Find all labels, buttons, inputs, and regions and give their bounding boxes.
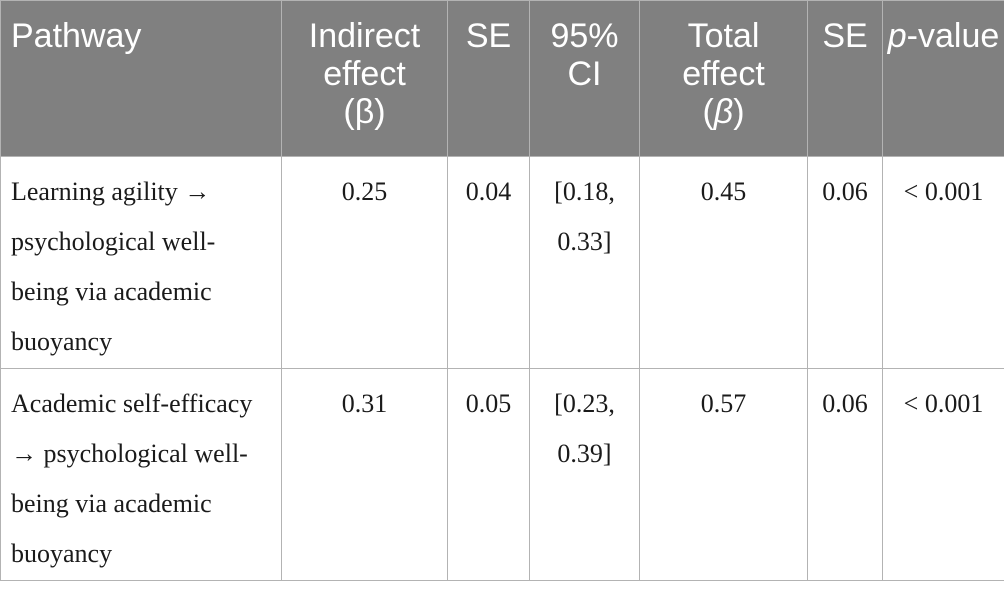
header-p-value-label: -value xyxy=(906,17,1000,55)
cell-pathway: Learning agility → psychological well-be… xyxy=(0,156,282,369)
header-se-1-label: SE xyxy=(465,17,512,55)
header-total-effect-close: ) xyxy=(733,93,745,131)
cell-total-effect: 0.45 xyxy=(639,156,808,369)
header-ci: 95% CI xyxy=(529,0,640,157)
header-total-effect-symbol: β xyxy=(713,93,734,131)
header-total-effect-open: ( xyxy=(702,93,714,131)
header-p-symbol: p xyxy=(887,17,907,55)
cell-p-value: < 0.001 xyxy=(882,156,1004,369)
header-se-2: SE xyxy=(807,0,883,157)
header-row: Pathway Indirect effect (β) SE 95% CI To… xyxy=(0,0,1004,157)
header-total-effect: Total effect (β) xyxy=(639,0,808,157)
header-pathway-label: Pathway xyxy=(11,17,142,55)
header-indirect-effect-symbol: (β) xyxy=(343,93,386,131)
cell-ci: [0.23, 0.39] xyxy=(529,368,640,581)
header-indirect-effect: Indirect effect (β) xyxy=(281,0,448,157)
cell-p-value: < 0.001 xyxy=(882,368,1004,581)
table-row: Academic self-efficacy → psychological w… xyxy=(0,368,1004,581)
header-se-2-label: SE xyxy=(822,17,868,55)
header-pathway: Pathway xyxy=(0,0,282,157)
cell-total-effect: 0.57 xyxy=(639,368,808,581)
header-se-1: SE xyxy=(447,0,530,157)
cell-ci: [0.18, 0.33] xyxy=(529,156,640,369)
cell-se-2: 0.06 xyxy=(807,368,883,581)
cell-se-1: 0.05 xyxy=(447,368,530,581)
mediation-results-table: Pathway Indirect effect (β) SE 95% CI To… xyxy=(0,0,1004,581)
table-row: Learning agility → psychological well-be… xyxy=(0,156,1004,369)
cell-pathway: Academic self-efficacy → psychological w… xyxy=(0,368,282,581)
header-total-effect-label: Total effect xyxy=(682,17,765,93)
cell-indirect-effect: 0.31 xyxy=(281,368,448,581)
header-indirect-effect-label: Indirect effect xyxy=(308,17,421,93)
cell-se-1: 0.04 xyxy=(447,156,530,369)
cell-indirect-effect: 0.25 xyxy=(281,156,448,369)
header-ci-label: 95% CI xyxy=(550,17,619,93)
cell-se-2: 0.06 xyxy=(807,156,883,369)
header-p-value: p-value xyxy=(882,0,1004,157)
